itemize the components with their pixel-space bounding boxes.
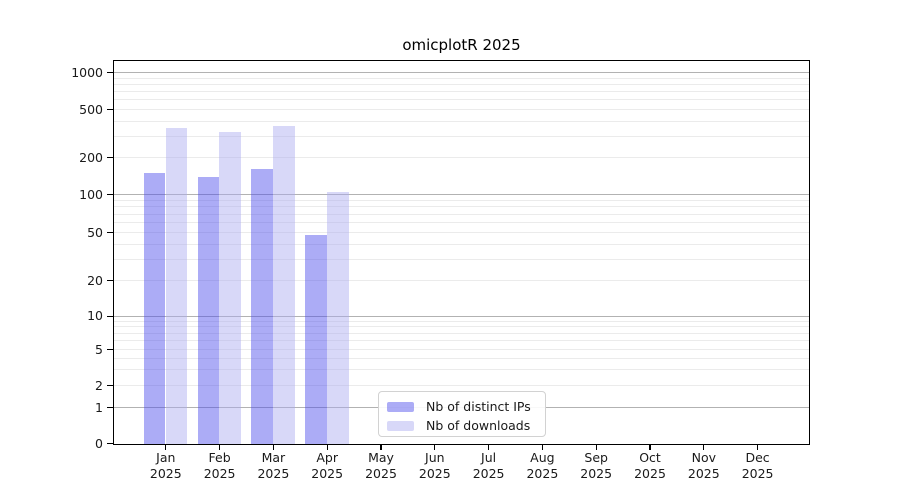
- bar-distinct-ips-mar: [251, 169, 274, 444]
- y-tick-mark: [107, 280, 113, 282]
- plot-area: [113, 60, 810, 445]
- x-tick-mark: [434, 445, 436, 451]
- y-tick-mark: [107, 443, 113, 445]
- gridline-major: [114, 72, 809, 73]
- gridline-minor: [114, 91, 809, 93]
- bar-distinct-ips-jan: [143, 173, 166, 444]
- x-tick-mark: [703, 445, 705, 451]
- y-tick-label: 2: [95, 377, 103, 393]
- gridline-minor: [114, 206, 809, 208]
- y-tick-mark: [107, 385, 113, 387]
- x-tick-label: Nov 2025: [687, 449, 720, 482]
- x-tick-mark: [595, 445, 597, 451]
- x-tick-mark: [487, 445, 490, 451]
- gridline-minor: [114, 135, 809, 137]
- x-tick-label: Jul 2025: [472, 449, 505, 482]
- gridline-minor: [114, 357, 809, 359]
- legend: Nb of distinct IPs Nb of downloads: [378, 391, 546, 437]
- gridline-minor: [114, 120, 809, 122]
- y-tick-label: 10: [87, 308, 103, 324]
- gridline-minor: [114, 157, 809, 158]
- x-tick-label: Apr 2025: [311, 449, 344, 482]
- legend-swatch-downloads: [387, 420, 414, 431]
- y-tick-mark: [107, 194, 113, 196]
- gridline-minor: [114, 222, 809, 223]
- x-tick-label: Jun 2025: [418, 449, 451, 482]
- gridline-major: [114, 194, 809, 195]
- gridline-minor: [114, 83, 809, 85]
- y-tick-mark: [107, 157, 113, 159]
- y-tick-label: 500: [79, 101, 103, 117]
- y-tick-mark: [107, 72, 113, 74]
- legend-label-downloads: Nb of downloads: [426, 418, 531, 433]
- legend-label-distinct-ips: Nb of distinct IPs: [426, 399, 531, 414]
- y-tick-mark: [107, 349, 113, 351]
- x-tick-label: Jan 2025: [149, 449, 182, 482]
- y-tick-label: 20: [87, 272, 103, 288]
- gridline-minor: [114, 232, 809, 233]
- y-tick-label: 50: [87, 224, 103, 240]
- legend-item-distinct-ips: Nb of distinct IPs: [387, 397, 537, 416]
- gridline-minor: [114, 243, 809, 245]
- y-tick-mark: [107, 232, 113, 234]
- x-tick-mark: [380, 445, 382, 451]
- x-tick-mark: [541, 445, 544, 451]
- gridline-minor: [114, 332, 809, 334]
- y-tick-label: 1: [95, 399, 103, 415]
- gridline-minor: [114, 77, 809, 79]
- x-tick-mark: [326, 445, 328, 451]
- x-tick-label: Mar 2025: [257, 449, 290, 482]
- x-tick-label: Dec 2025: [741, 449, 774, 482]
- legend-item-downloads: Nb of downloads: [387, 416, 537, 435]
- gridline-minor: [114, 349, 809, 350]
- x-tick-label: May 2025: [365, 449, 397, 482]
- gridline-minor: [114, 99, 809, 101]
- x-tick-mark: [756, 445, 759, 451]
- x-tick-label: Aug 2025: [526, 449, 559, 482]
- bar-downloads-feb: [219, 131, 242, 444]
- chart-title: omicplotR 2025: [402, 36, 521, 54]
- gridline-minor: [114, 385, 809, 386]
- x-tick-mark: [218, 445, 221, 451]
- y-tick-label: 1000: [71, 64, 103, 80]
- y-tick-label: 200: [79, 149, 103, 165]
- y-tick-mark: [107, 109, 113, 111]
- bar-downloads-mar: [273, 125, 295, 444]
- y-tick-mark: [107, 315, 113, 317]
- legend-swatch-distinct-ips: [387, 401, 414, 412]
- gridline-minor: [114, 213, 809, 215]
- gridline-minor: [114, 326, 809, 328]
- gridline-minor: [114, 258, 809, 260]
- x-tick-mark: [165, 445, 167, 451]
- y-tick-mark: [107, 407, 113, 409]
- x-tick-mark: [272, 445, 275, 451]
- gridline-major: [114, 315, 809, 317]
- bar-distinct-ips-apr: [305, 235, 327, 444]
- x-tick-label: Feb 2025: [203, 449, 236, 482]
- y-tick-label: 0: [95, 435, 103, 451]
- x-tick-label: Oct 2025: [634, 449, 666, 482]
- gridline-minor: [114, 340, 809, 342]
- x-tick-label: Sep 2025: [580, 449, 613, 482]
- y-tick-label: 5: [95, 341, 103, 357]
- bar-downloads-jan: [165, 127, 188, 444]
- gridline-minor: [114, 199, 809, 201]
- gridline-minor: [114, 369, 809, 371]
- bar-distinct-ips-feb: [197, 177, 220, 444]
- gridline-minor: [114, 109, 809, 110]
- gridline-minor: [114, 280, 809, 281]
- x-tick-mark: [649, 445, 651, 451]
- bar-downloads-apr: [326, 192, 349, 444]
- gridline-minor: [114, 320, 809, 322]
- y-tick-label: 100: [79, 186, 103, 202]
